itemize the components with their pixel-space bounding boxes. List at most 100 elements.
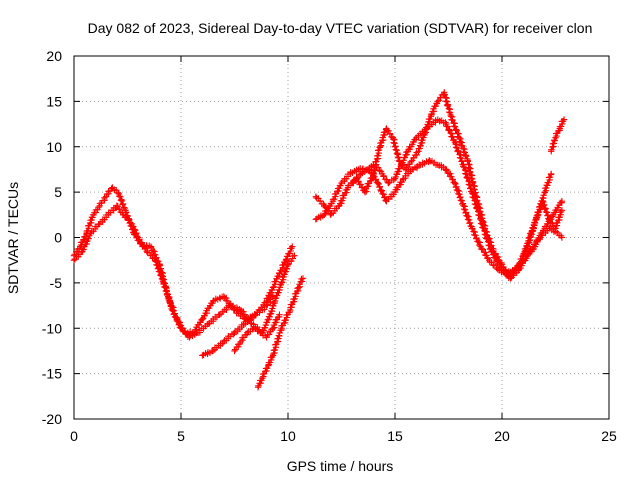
data-point [467,168,474,176]
data-point [116,192,123,200]
data-point [282,256,290,264]
data-point [548,170,555,178]
data-point [481,225,489,233]
grid [74,56,609,419]
data-point [169,306,176,314]
data-point [488,242,495,249]
data-point [474,197,481,205]
y-tick-label: -20 [42,411,62,427]
data-point [558,198,566,205]
data-point [170,311,177,318]
series-track-j [548,116,568,155]
data-point [152,251,159,258]
data-point [480,219,487,226]
data-point [158,275,166,283]
data-point [511,266,519,273]
data-point [445,108,453,116]
data-point [407,158,415,165]
data-point [440,90,448,98]
data-point [456,194,464,201]
data-point [130,223,137,230]
data-point [467,185,474,192]
data-point [442,97,450,105]
chart-title: Day 082 of 2023, Sidereal Day-to-day VTE… [88,20,593,36]
data-markers [70,89,568,391]
y-axis-title: SDTVAR / TECUs [5,182,21,294]
series-track-e [254,275,307,391]
data-point [117,193,124,201]
y-tick-label: 0 [54,230,62,246]
y-tick-label: 10 [46,139,62,155]
data-point [299,275,307,282]
x-tick-label: 0 [70,428,78,444]
data-point [396,158,403,165]
data-point [469,179,477,187]
data-point [169,307,177,315]
y-tick-label: -15 [42,366,62,382]
data-point [560,116,568,123]
data-point [476,241,483,249]
x-tick-label: 10 [280,428,296,444]
data-point [446,127,453,134]
data-point [494,266,501,273]
data-point [298,275,305,283]
data-point [478,214,485,222]
data-point [468,175,475,182]
data-point [544,212,551,219]
data-point [230,331,237,338]
x-tick-label: 25 [601,428,617,444]
series-track-h [349,157,566,278]
data-point [472,232,479,239]
data-point [108,185,115,192]
data-point [154,265,162,272]
data-point [462,209,469,217]
data-point [378,187,385,195]
data-point [163,291,171,299]
data-point [463,153,470,160]
data-point [449,116,456,124]
data-point [545,215,552,222]
data-point [468,179,476,186]
data-point [449,133,456,141]
data-point [118,197,126,205]
x-tick-label: 5 [177,428,185,444]
data-point [441,91,448,98]
data-point [117,197,125,204]
series-track-i [520,198,566,259]
data-point [385,127,392,134]
data-point [453,127,460,134]
data-point [295,284,302,291]
y-tick-label: -10 [42,320,62,336]
data-point [382,197,389,204]
data-point [319,212,327,220]
data-point [380,191,387,198]
data-point [444,102,452,109]
data-point [216,311,223,318]
x-axis-title: GPS time / hours [287,458,394,474]
data-point [395,154,402,161]
data-point [459,163,467,170]
data-point [132,230,140,237]
data-point [476,207,483,215]
data-point [322,204,329,211]
data-point [114,189,122,196]
data-point [546,216,553,224]
data-point [380,173,387,180]
data-point [479,218,486,226]
data-point [558,207,566,214]
axis-ticks [73,55,610,420]
data-point [539,198,546,205]
series-track-c [199,293,277,359]
data-point [289,243,296,250]
data-point [465,181,473,188]
data-point [541,205,549,213]
data-point [291,252,298,259]
data-point [459,142,466,150]
data-point [361,188,369,196]
data-point [175,321,182,328]
data-point [466,168,473,175]
data-point [95,203,103,211]
data-point [460,202,467,209]
x-tick-label: 15 [387,428,403,444]
